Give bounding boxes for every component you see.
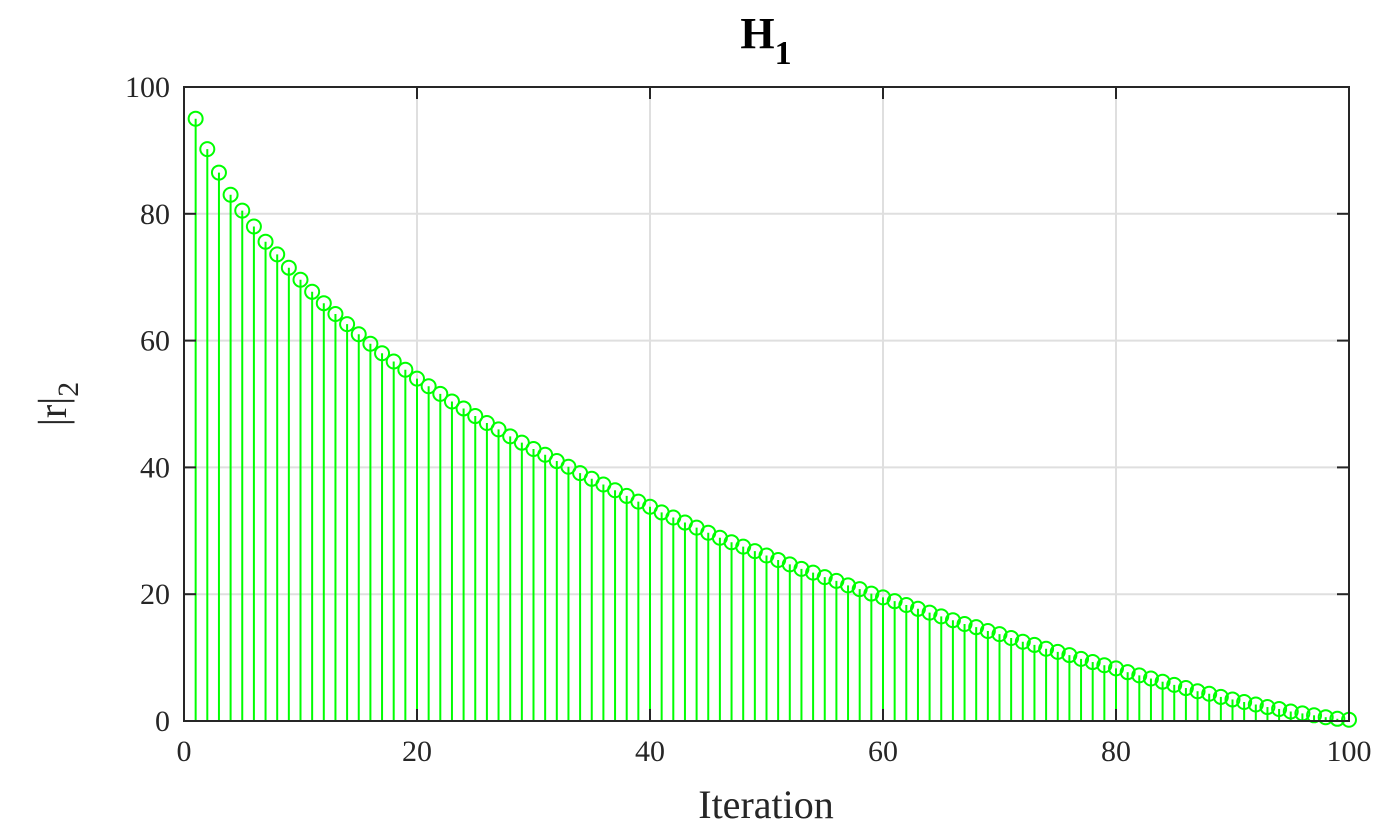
stem-marker	[1166, 676, 1183, 693]
axis-ticks	[183, 86, 1350, 722]
stem-marker	[1224, 691, 1241, 708]
stem-marker	[245, 218, 262, 235]
stem-marker	[1084, 654, 1101, 671]
stem-marker	[1154, 673, 1171, 690]
stem-marker	[315, 295, 332, 312]
stem-marker	[327, 305, 344, 322]
stem-marker	[1259, 699, 1276, 716]
stem-marker	[1119, 664, 1136, 681]
stem-marker	[1247, 696, 1264, 713]
stem-marker	[199, 141, 216, 158]
stem-marker	[222, 186, 239, 203]
y-tick-label: 80	[140, 198, 170, 231]
stem-marker	[443, 393, 460, 410]
stem-marker	[304, 283, 321, 300]
stem-marker	[292, 271, 309, 288]
y-tick-label: 40	[140, 451, 170, 484]
x-tick-label: 0	[177, 735, 192, 768]
stem-marker	[397, 361, 414, 378]
y-axis-title: |r|2	[30, 382, 85, 426]
y-axis-title-subscript: 2	[52, 382, 85, 397]
stem-marker	[362, 335, 379, 352]
stem-marker	[1189, 683, 1206, 700]
stem-marker	[374, 345, 391, 362]
stem-marker	[1271, 700, 1288, 717]
stem-marker	[490, 421, 507, 438]
chart-title-main: H	[740, 9, 774, 58]
stem-marker	[1096, 657, 1113, 674]
stem-marker	[467, 408, 484, 425]
stem-marker	[385, 353, 402, 370]
y-tick-label: 60	[140, 325, 170, 358]
stem-markers	[187, 110, 1357, 728]
stem-marker	[1038, 640, 1055, 657]
stem-marker	[1014, 633, 1031, 650]
stem-marker	[1236, 693, 1253, 710]
stem-marker	[1306, 707, 1323, 724]
x-tick-label: 20	[402, 735, 432, 768]
stem-marker	[350, 326, 367, 343]
stem-marker	[234, 202, 251, 219]
stem-marker	[1317, 709, 1334, 726]
plot-area-frame	[183, 86, 1350, 722]
stem-marker	[432, 385, 449, 402]
y-tick-label: 20	[140, 578, 170, 611]
stem-marker	[280, 259, 297, 276]
stem-marker	[339, 316, 356, 333]
x-tick-label: 80	[1101, 735, 1131, 768]
y-tick-labels: 0 20 40 60 80 100	[125, 71, 170, 738]
stem-marker	[1073, 650, 1090, 667]
stem-marker	[420, 378, 437, 395]
x-tick-label: 60	[868, 735, 898, 768]
stem-marker	[1049, 643, 1066, 660]
x-tick-label: 40	[635, 735, 665, 768]
stem-marker	[979, 622, 996, 639]
stem-marker	[210, 164, 227, 181]
y-axis-title-main: |r|	[30, 397, 75, 426]
x-tick-labels: 0 20 40 60 80 100	[177, 735, 1372, 768]
stem-marker	[1329, 710, 1346, 727]
y-tick-label: 0	[155, 705, 170, 738]
stem-marker	[455, 400, 472, 417]
stem-marker	[1282, 703, 1299, 720]
stem-marker	[1212, 688, 1229, 705]
y-tick-label: 100	[125, 71, 170, 104]
stem-marker	[1131, 667, 1148, 684]
stem-marker	[956, 615, 973, 632]
stem-series	[194, 118, 1350, 721]
stem-marker	[269, 246, 286, 263]
x-axis-title: Iteration	[698, 782, 834, 827]
stem-marker	[1142, 670, 1159, 687]
stem-marker	[257, 233, 274, 250]
stem-marker	[409, 370, 425, 387]
stem-marker	[1177, 680, 1194, 697]
chart-title: H1	[740, 9, 791, 72]
stem-marker	[187, 110, 204, 127]
stem-marker	[1201, 685, 1218, 702]
x-tick-label: 100	[1327, 735, 1372, 768]
chart-title-subscript: 1	[775, 35, 792, 72]
